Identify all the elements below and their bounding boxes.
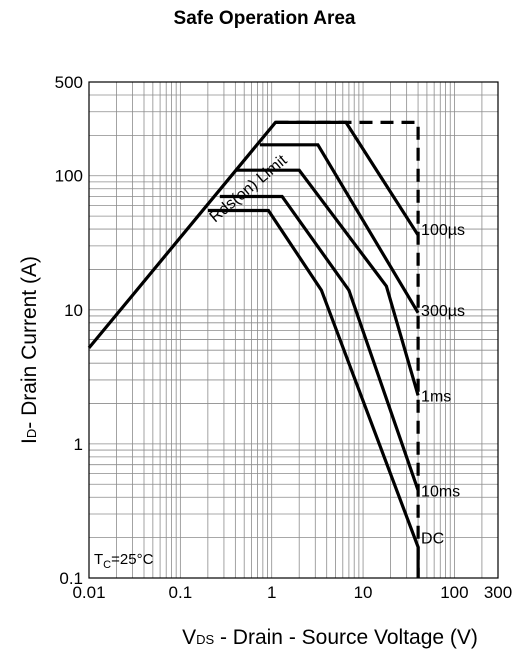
series-line-100s	[87, 120, 420, 349]
series-line-300s	[259, 143, 420, 314]
y-tick-label: 10	[64, 301, 83, 320]
x-tick-label: 0.01	[72, 583, 105, 602]
condition-label: TC=25°C	[94, 551, 154, 571]
y-axis-label-main: I	[18, 438, 41, 444]
series-line-1ms	[235, 168, 420, 396]
series-label: 300µs	[421, 303, 465, 320]
condition-label-sub: C	[103, 559, 111, 571]
y-tick-label: 1	[74, 435, 83, 454]
chart-title: Safe Operation Area	[173, 8, 356, 29]
x-tick-label: 300	[484, 583, 512, 602]
series-line-dc	[207, 208, 420, 578]
x-axis-label-main: V	[182, 626, 197, 649]
y-axis-label-sub: D	[24, 428, 39, 439]
plot-frame	[88, 81, 499, 579]
x-tick-label: 0.1	[169, 583, 193, 602]
condition-label-prefix: T	[94, 551, 103, 568]
x-tick-label: 100	[440, 583, 468, 602]
y-axis-label: ID- Drain Current (A)	[18, 190, 42, 510]
series-label: 10ms	[421, 483, 460, 500]
condition-label-rest: =25°C	[111, 551, 153, 568]
series-label: 100µs	[421, 222, 465, 239]
boundary-dashed-line	[275, 120, 420, 578]
y-tick-label: 0.1	[59, 569, 83, 588]
series-line-10ms	[219, 194, 420, 491]
series-label: DC	[421, 531, 444, 548]
y-tick-label: 500	[55, 73, 83, 92]
x-axis-label-sub: DS	[196, 632, 215, 647]
y-tick-label: 100	[55, 167, 83, 186]
x-tick-label: 1	[267, 583, 276, 602]
x-axis-label-rest: - Drain - Source Voltage (V)	[214, 626, 478, 649]
series-label: 1ms	[421, 388, 451, 405]
x-axis-label: VDS - Drain - Source Voltage (V)	[140, 626, 520, 650]
y-axis-label-rest: - Drain Current (A)	[18, 256, 41, 429]
x-tick-label: 10	[354, 583, 373, 602]
grid	[88, 81, 499, 579]
